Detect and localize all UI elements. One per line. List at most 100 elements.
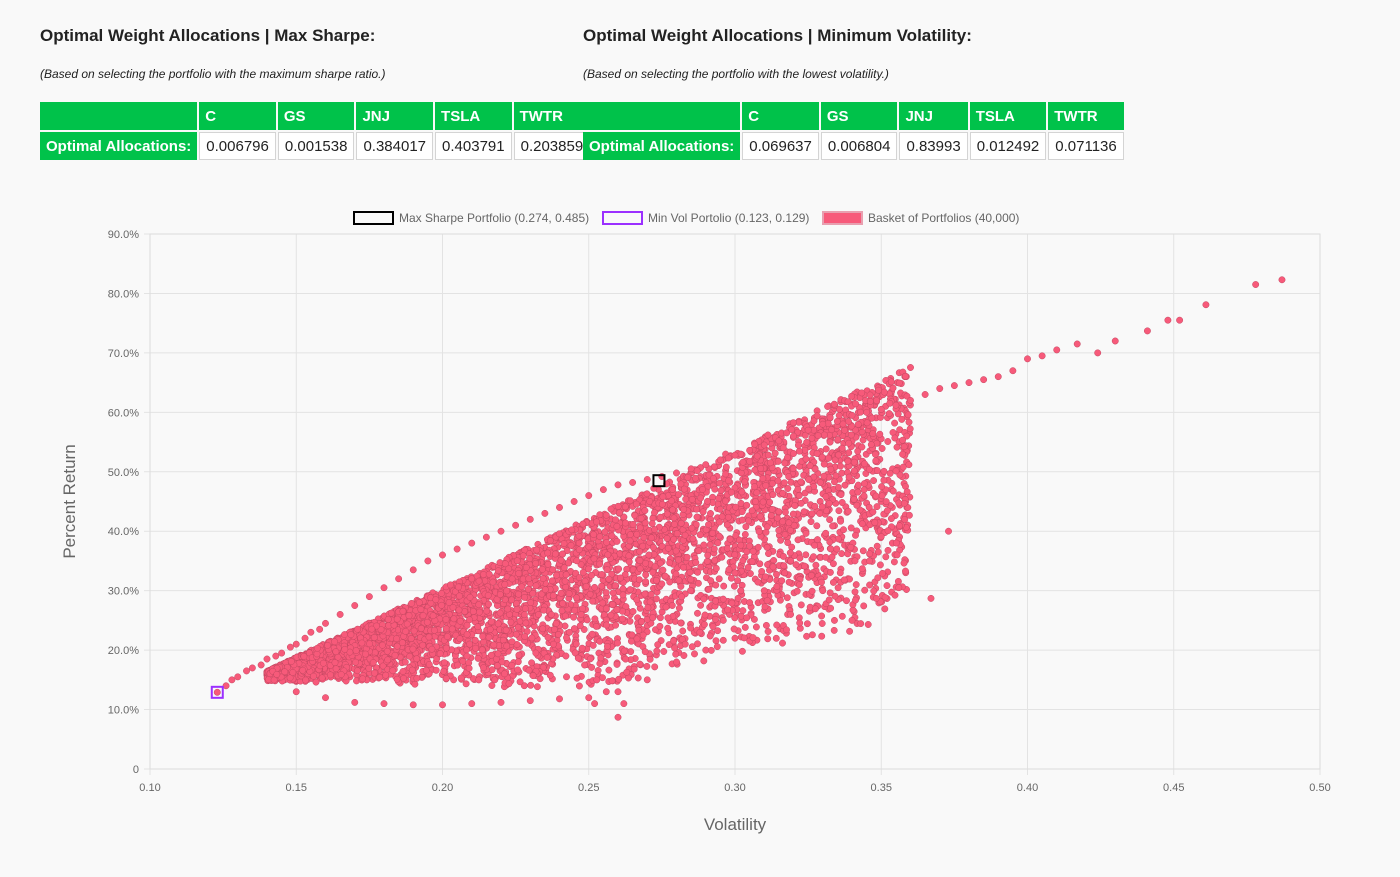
data-point [625, 674, 632, 682]
data-point [818, 612, 826, 620]
table-header: TSLA [969, 102, 1047, 130]
data-point [514, 623, 522, 631]
data-point [646, 598, 654, 606]
data-point [840, 526, 847, 534]
data-point [701, 611, 709, 619]
data-point [641, 507, 649, 515]
data-point [780, 562, 788, 570]
data-point [642, 571, 650, 579]
data-point [840, 576, 848, 584]
data-point [895, 379, 903, 387]
data-point [605, 666, 613, 674]
data-point [573, 557, 581, 565]
y-tick-label: 10.0% [108, 705, 139, 717]
data-point [860, 480, 868, 488]
data-point [679, 627, 687, 635]
data-point [899, 450, 907, 458]
data-point [651, 509, 658, 517]
data-point [788, 543, 796, 551]
data-point [893, 551, 901, 559]
data-point [371, 669, 378, 677]
data-point [513, 605, 521, 613]
data-point [402, 627, 410, 635]
data-point [850, 467, 858, 475]
data-point [675, 491, 682, 499]
data-point [858, 389, 866, 397]
data-point [496, 609, 504, 617]
data-point [493, 662, 501, 670]
data-point [571, 649, 579, 657]
data-point [880, 388, 888, 396]
table-cell: 0.203859 [513, 132, 591, 160]
data-point [826, 438, 834, 446]
data-point [573, 594, 581, 602]
data-point [599, 599, 607, 607]
data-point [822, 553, 830, 561]
data-point [705, 585, 713, 593]
data-point [341, 631, 348, 639]
data-point [858, 520, 866, 528]
data-point [383, 647, 391, 655]
data-point [588, 630, 596, 638]
data-point [419, 641, 427, 649]
data-point [641, 590, 649, 598]
data-point [861, 460, 868, 468]
data-point [818, 620, 826, 627]
data-point [756, 513, 764, 520]
data-point [700, 621, 708, 628]
data-point [544, 549, 552, 557]
data-point [837, 491, 845, 499]
data-point [773, 621, 781, 629]
data-point [727, 574, 735, 582]
data-point [353, 667, 361, 675]
data-point [615, 509, 623, 517]
data-point [831, 592, 839, 600]
data-point [528, 659, 536, 667]
data-point [463, 631, 471, 638]
data-point [870, 477, 878, 485]
x-tick-label: 0.35 [871, 782, 892, 794]
data-point [764, 628, 772, 635]
data-point [700, 595, 708, 603]
data-point [834, 584, 842, 592]
data-point [826, 414, 834, 421]
data-point [677, 519, 685, 527]
data-point [630, 665, 638, 673]
data-point [669, 485, 676, 493]
data-point [753, 452, 761, 460]
data-point [846, 627, 854, 635]
data-point [831, 478, 838, 486]
data-point [666, 559, 674, 567]
data-point [715, 575, 723, 583]
data-point [837, 517, 845, 525]
data-point [869, 430, 877, 438]
data-point [834, 483, 842, 491]
data-point [550, 626, 558, 633]
data-point [593, 518, 601, 526]
data-point [861, 586, 869, 594]
data-point [722, 497, 729, 505]
data-point [905, 511, 913, 519]
table-cell: 0.012492 [969, 132, 1047, 160]
data-point [692, 559, 700, 566]
y-tick-label: 60.0% [108, 407, 139, 419]
data-point [609, 589, 617, 597]
data-point [684, 474, 692, 481]
data-point [716, 479, 724, 487]
data-point [825, 596, 833, 604]
data-point [603, 642, 611, 650]
table-cell: 0.069637 [742, 132, 819, 160]
data-point [615, 675, 623, 683]
scatter-chart: 0.10 0.15 0.20 0.25 0.30 0.35 0.40 0.45 0.50010.… [60, 211, 1331, 834]
data-point [700, 657, 708, 665]
data-point [775, 526, 783, 534]
data-point [894, 577, 902, 585]
data-point [677, 582, 685, 590]
data-point [539, 625, 547, 633]
data-point [898, 415, 906, 423]
data-point [670, 514, 678, 522]
data-point [514, 666, 522, 674]
data-point [851, 588, 859, 596]
data-point [603, 621, 610, 629]
data-point [784, 539, 792, 547]
